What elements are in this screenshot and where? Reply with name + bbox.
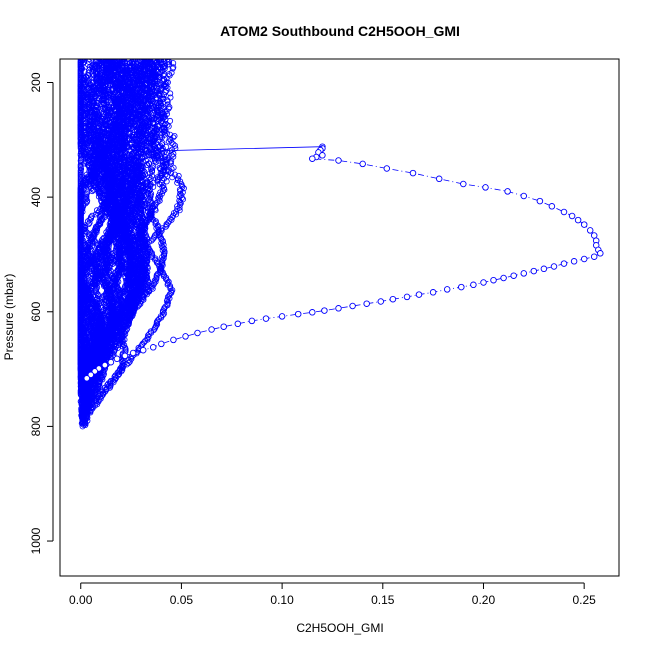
profile-point — [93, 159, 100, 166]
profile-point — [149, 112, 156, 119]
profile-point — [140, 269, 147, 276]
profile-point — [154, 317, 161, 324]
profile-point — [159, 188, 166, 195]
profile-point — [148, 251, 155, 258]
profile-point — [176, 207, 183, 214]
profile-point — [116, 370, 123, 377]
chart-title: ATOM2 Southbound C2H5OOH_GMI — [220, 23, 460, 39]
profile-point — [177, 200, 184, 207]
profile-point — [119, 358, 126, 365]
profile-point — [145, 278, 152, 285]
profile-point — [172, 145, 179, 152]
profile-point — [146, 59, 152, 64]
profile-point — [167, 160, 174, 167]
profile-point — [162, 127, 169, 134]
profile-point — [157, 165, 164, 172]
profile-point — [149, 164, 156, 171]
profile-point — [161, 156, 168, 163]
profile-point — [175, 172, 182, 179]
profile-point — [169, 214, 176, 221]
profile-point — [98, 392, 105, 399]
x-axis-label: C2H5OOH_GMI — [296, 621, 383, 635]
profile-point — [165, 138, 172, 145]
profile-point — [164, 122, 171, 129]
profile-point — [155, 157, 162, 164]
data-layer — [77, 59, 604, 430]
profile-point — [160, 161, 167, 168]
profile-point — [171, 132, 178, 139]
profile-point — [146, 97, 153, 104]
profile-point — [152, 159, 159, 166]
profile-point — [165, 278, 172, 285]
profile-point — [87, 234, 94, 241]
profile-point — [167, 117, 174, 124]
profile-point — [97, 190, 104, 197]
profile-point — [86, 216, 93, 223]
profile-point — [113, 244, 120, 251]
profile-point — [77, 139, 84, 146]
profile-point — [172, 211, 179, 218]
profile-point — [86, 219, 93, 226]
profile-point — [158, 171, 165, 178]
profile-point — [163, 222, 170, 229]
profile-point — [154, 178, 161, 185]
profile-point — [150, 104, 157, 111]
profile-point — [157, 153, 164, 160]
profile-point — [91, 172, 98, 179]
profile-point — [92, 179, 99, 186]
profile-point — [149, 93, 156, 100]
profile-point — [177, 178, 184, 185]
profile-point — [103, 208, 110, 215]
y-axis-label: Pressure (mbar) — [2, 274, 16, 361]
profile-point — [166, 292, 173, 299]
profile-point — [145, 238, 152, 245]
profile-point — [144, 274, 151, 281]
profile-point — [88, 233, 95, 240]
profile-point — [155, 196, 162, 203]
profile-point — [84, 218, 91, 225]
profile-point — [168, 157, 175, 164]
profile-point — [172, 142, 179, 149]
profile-point — [106, 384, 113, 391]
profile-point — [145, 333, 152, 340]
profile-point — [167, 137, 174, 144]
profile-point — [150, 116, 157, 123]
dense-profiles — [77, 59, 187, 430]
profile-point — [118, 105, 125, 112]
profile-point — [170, 150, 177, 157]
profile-point — [93, 207, 100, 214]
profile-point — [169, 174, 176, 181]
profile-point — [174, 179, 181, 186]
profile-point — [112, 372, 119, 379]
profile-point — [85, 221, 92, 228]
profile-point — [148, 165, 155, 172]
profile-point — [121, 342, 128, 349]
profile-point — [84, 156, 91, 163]
profile-point — [163, 149, 170, 156]
profile-point — [163, 167, 170, 174]
profile-point — [151, 325, 158, 332]
profile-point — [157, 189, 164, 196]
profile-point — [102, 211, 109, 218]
profile-point — [162, 223, 169, 230]
profile-point — [167, 170, 174, 177]
profile-point — [157, 86, 164, 93]
profile-point — [163, 143, 170, 150]
profile-point — [149, 236, 156, 243]
profile-point — [111, 373, 118, 380]
profile-point — [119, 340, 126, 347]
profile-point — [163, 298, 170, 305]
profile-point — [116, 368, 123, 375]
profile-point — [164, 277, 171, 284]
